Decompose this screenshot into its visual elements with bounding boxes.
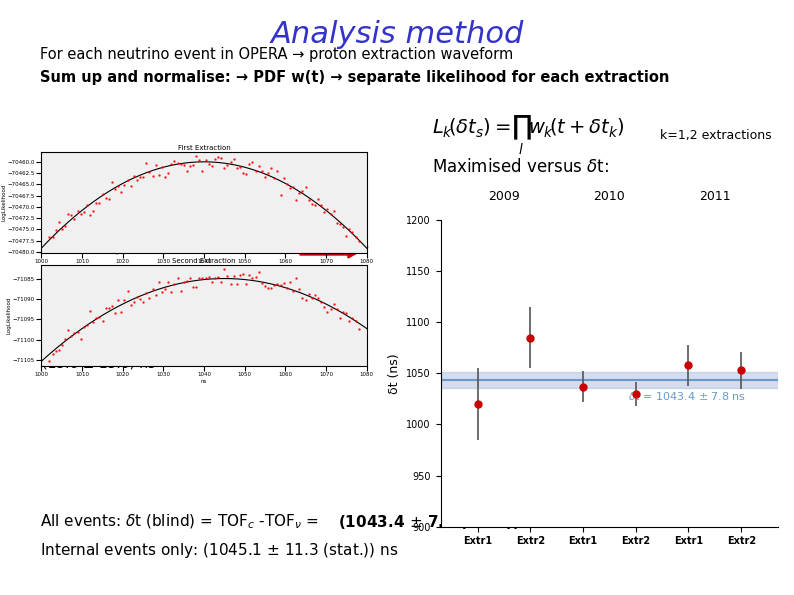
- Text: Maximised versus $\delta$t:: Maximised versus $\delta$t:: [432, 158, 609, 176]
- Text: 2) No hint for e.g. day-night
or seasonal effects:: 2) No hint for e.g. day-night or seasona…: [42, 268, 235, 298]
- Text: 2010: 2010: [594, 190, 625, 203]
- Title: First Extraction: First Extraction: [178, 145, 230, 151]
- Text: All events: $\delta$t (blind) = TOF$_c$ -TOF$_\nu$ =: All events: $\delta$t (blind) = TOF$_c$ …: [40, 513, 320, 531]
- Text: Sum up and normalise: → PDF w(t) → separate likelihood for each extraction: Sum up and normalise: → PDF w(t) → separ…: [40, 70, 669, 85]
- Y-axis label: LogLikelihood: LogLikelihood: [6, 297, 12, 334]
- X-axis label: ns: ns: [201, 265, 207, 271]
- Text: |d-n|: (16.4 ± 15.8) ns: |d-n|: (16.4 ± 15.8) ns: [42, 310, 196, 324]
- Text: For each neutrino event in OPERA → proton extraction waveform: For each neutrino event in OPERA → proto…: [40, 47, 513, 62]
- FancyArrow shape: [300, 236, 368, 258]
- Text: (1043.4 $\pm$ 7.8 (stat.)) ns: (1043.4 $\pm$ 7.8 (stat.)) ns: [338, 513, 546, 531]
- Text: k=1,2 extractions: k=1,2 extractions: [660, 129, 772, 142]
- Y-axis label: LogLikelihood: LogLikelihood: [2, 184, 6, 221]
- Text: $\delta$t = 1043.4 $\pm$ 7.8 ns: $\delta$t = 1043.4 $\pm$ 7.8 ns: [628, 390, 746, 402]
- Text: 2011: 2011: [699, 190, 730, 203]
- Text: $L_k\!\left(\delta t_s\right)=\!\prod_l w_k\!\left(t+\delta t_k\right)$: $L_k\!\left(\delta t_s\right)=\!\prod_l …: [432, 114, 624, 156]
- Text: Internal events only: (1045.1 $\pm$ 11.3 (stat.)) ns: Internal events only: (1045.1 $\pm$ 11.3…: [40, 541, 399, 560]
- Text: Analysis method: Analysis method: [270, 20, 524, 49]
- Text: |(spring+fall) – summer|:
(15.6 ± 15.0) ns: |(spring+fall) – summer|: (15.6 ± 15.0) …: [42, 340, 216, 371]
- Bar: [441, 372, 778, 388]
- X-axis label: ns: ns: [201, 378, 207, 384]
- Title: Second Extraction: Second Extraction: [172, 258, 236, 264]
- Y-axis label: δt (ns): δt (ns): [387, 353, 401, 394]
- Text: 1) Coherence among
CNGS runs/extractions: 1) Coherence among CNGS runs/extractions: [42, 225, 198, 255]
- Text: 2009: 2009: [488, 190, 520, 203]
